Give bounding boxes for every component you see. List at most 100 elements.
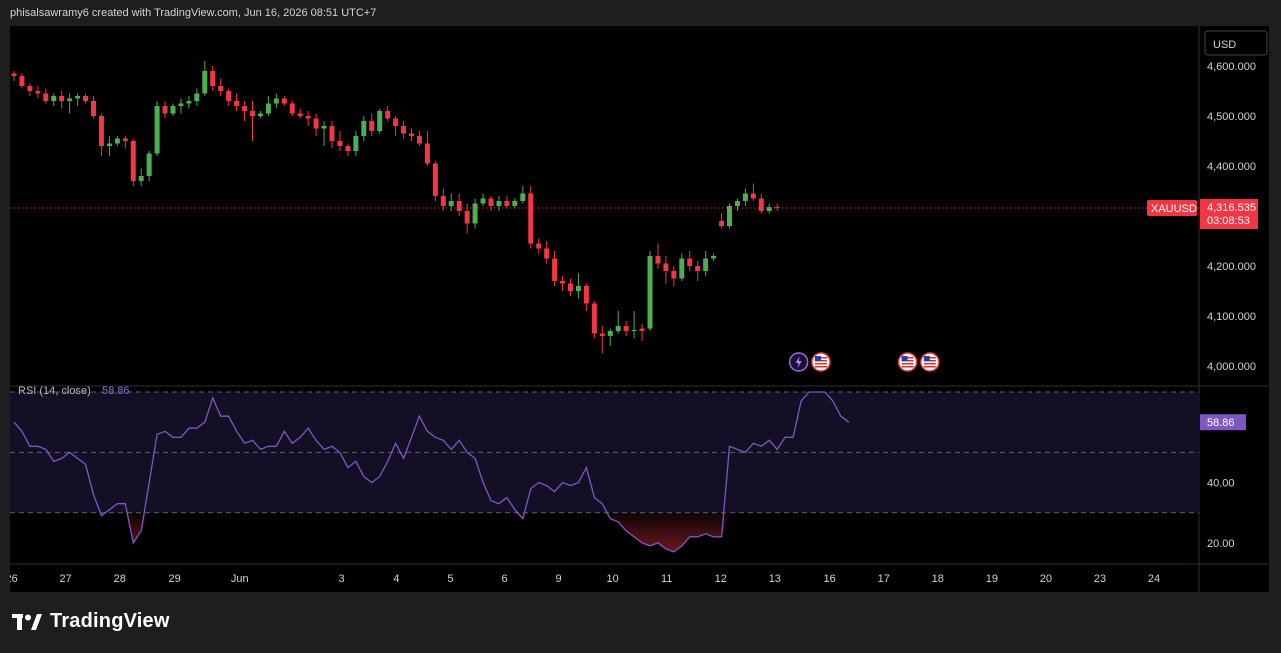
price-tick-label: 4,000.000 [1207, 361, 1256, 373]
candle [154, 106, 160, 154]
flag-stripe [814, 366, 827, 368]
us-flag-event-icon[interactable] [897, 352, 918, 372]
candle [106, 143, 112, 146]
candle [273, 98, 279, 104]
candle [568, 283, 573, 291]
time-tick-label: 17 [878, 573, 890, 585]
candle [194, 93, 200, 101]
candle [615, 326, 621, 331]
candle [528, 193, 534, 244]
time-tick-label: 29 [168, 573, 180, 585]
candle [170, 106, 176, 114]
candle [226, 91, 232, 101]
candle [401, 126, 407, 134]
candle [695, 266, 701, 271]
candle [98, 116, 104, 146]
price-tick-label: 4,100.000 [1207, 311, 1256, 323]
flag-stripe [923, 363, 936, 365]
candle [242, 106, 248, 111]
flag-canton [901, 356, 908, 361]
candle [711, 256, 717, 259]
candle [663, 263, 669, 271]
candle [186, 101, 192, 104]
flag-stripe [814, 363, 827, 365]
time-tick-label: 19 [986, 573, 998, 585]
candle [742, 193, 748, 201]
candle [766, 207, 772, 211]
candle [703, 258, 709, 271]
rsi-tick-label: 40.00 [1207, 478, 1235, 490]
chart-frame[interactable]: 4,000.0004,100.0004,200.0004,300.0004,40… [10, 26, 1269, 592]
price-tick-label: 4,500.000 [1207, 111, 1256, 123]
time-tick-label: 10 [607, 573, 619, 585]
candle [162, 106, 168, 114]
candle [472, 203, 478, 224]
candle [51, 96, 57, 101]
candle [257, 113, 263, 116]
flag-stripe [901, 363, 914, 365]
time-tick-label: 28 [114, 573, 126, 585]
candle [19, 76, 25, 86]
candle [393, 118, 399, 126]
candle [234, 101, 240, 106]
candle [265, 103, 271, 114]
us-flag-event-icon[interactable] [811, 352, 831, 372]
candle [679, 258, 685, 279]
candle [218, 86, 224, 91]
candle [130, 141, 136, 181]
candle [440, 196, 446, 206]
candle [520, 193, 526, 201]
candle [59, 96, 65, 101]
tradingview-brand-text: TradingView [50, 610, 170, 632]
time-tick-label: 11 [661, 573, 672, 585]
candle [734, 201, 740, 206]
candle [464, 211, 470, 224]
candle [496, 201, 502, 206]
candle [758, 198, 764, 211]
tradingview-logo-icon [12, 613, 42, 630]
candle [727, 206, 732, 226]
time-tick-label: 5 [447, 573, 453, 585]
candle [202, 71, 208, 94]
price-tick-label: 4,600.000 [1207, 61, 1256, 73]
candle [416, 136, 422, 144]
candle [647, 256, 653, 329]
candle [560, 281, 566, 284]
price-tick-label: 4,400.000 [1207, 161, 1256, 173]
candle [91, 101, 96, 116]
candle-countdown-label: 03:08:53 [1207, 215, 1250, 227]
flag-stripe [901, 366, 914, 368]
candle [504, 201, 510, 206]
candle [321, 126, 327, 129]
candle [409, 133, 414, 136]
rsi-last-tag [1200, 414, 1246, 431]
candle [639, 328, 645, 331]
candle [11, 73, 17, 76]
candle [583, 286, 589, 304]
candle [27, 86, 33, 91]
candle [719, 221, 725, 226]
candle [337, 141, 343, 146]
time-tick-label: Jun [231, 573, 249, 585]
time-tick-label: 20 [1040, 573, 1052, 585]
price-tick-label: 4,200.000 [1207, 261, 1256, 273]
candle [345, 146, 351, 151]
symbol-tag-label: XAUUSD [1151, 203, 1197, 215]
candle [122, 138, 128, 141]
rsi-line [13, 391, 850, 553]
candle [75, 96, 81, 99]
candle [178, 103, 184, 106]
candle [146, 153, 152, 176]
candle [35, 91, 41, 94]
symbol-tag [1147, 200, 1197, 216]
chart-canvas[interactable]: 4,000.0004,100.0004,200.0004,300.0004,40… [10, 26, 1269, 592]
time-tick-label: 4 [393, 573, 399, 585]
rsi-oversold-fill [14, 512, 849, 552]
time-tick-label: 27 [60, 573, 72, 585]
candle [83, 96, 89, 101]
currency-button[interactable] [1204, 30, 1268, 56]
time-tick-label: 9 [556, 573, 562, 585]
candle [432, 163, 438, 196]
candle [774, 207, 780, 208]
us-flag-event-icon[interactable] [920, 352, 940, 372]
